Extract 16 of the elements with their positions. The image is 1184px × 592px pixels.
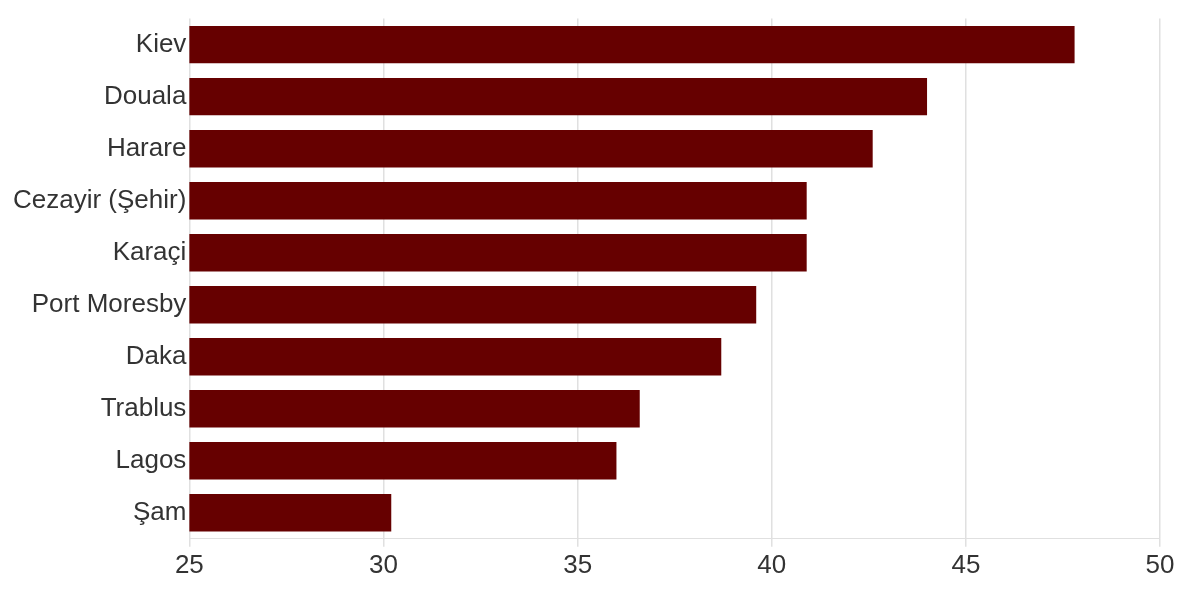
y-tick-label: Şam: [132, 495, 187, 526]
x-tick-label: 35: [563, 548, 593, 579]
x-tick-label: 25: [174, 548, 204, 579]
y-tick-label: Karaçi: [112, 235, 187, 266]
y-tick-label: Kiev: [135, 27, 187, 58]
y-tick-label: Harare: [106, 131, 187, 162]
y-tick-label: Daka: [125, 339, 187, 370]
x-tick-label: 30: [369, 548, 398, 579]
x-tick-label: 40: [757, 548, 787, 579]
x-tick-label: 50: [1145, 548, 1175, 579]
y-tick-label: Lagos: [115, 443, 187, 474]
x-tick-label: 45: [951, 548, 981, 579]
y-tick-label: Trablus: [100, 391, 187, 422]
y-tick-label: Port Moresby: [31, 287, 187, 318]
y-tick-label: Cezayir (Şehir): [12, 183, 187, 214]
y-tick-label: Douala: [103, 79, 187, 110]
